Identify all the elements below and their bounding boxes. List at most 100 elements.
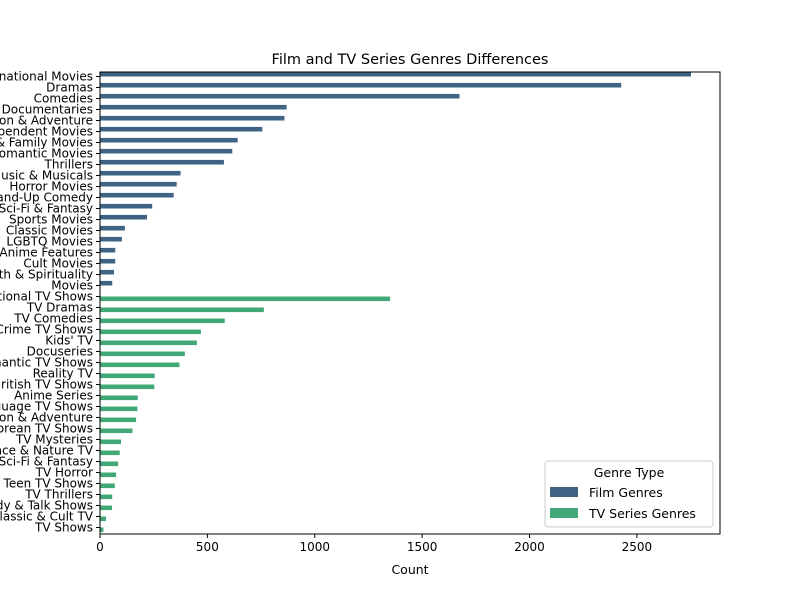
bar-stand-up-comedy-talk-shows-tv-series-genres <box>100 505 113 511</box>
y-tick-label-tv-sci-fi-fantasy: TV Sci-Fi & Fantasy <box>0 455 93 469</box>
bar-british-tv-shows-tv-series-genres <box>100 384 155 390</box>
bar-tv-shows-tv-series-genres <box>100 527 104 533</box>
bar-korean-tv-shows-tv-series-genres <box>100 428 133 434</box>
bar-anime-series-tv-series-genres <box>100 395 138 401</box>
bar-anime-features-film-genres <box>100 247 116 253</box>
y-tick-label-horror-movies: Horror Movies <box>9 180 93 194</box>
legend-title: Genre Type <box>594 465 665 480</box>
legend-label-film: Film Genres <box>589 485 663 500</box>
y-tick-label-action-adventure: Action & Adventure <box>0 114 93 128</box>
bar-tv-mysteries-tv-series-genres <box>100 439 122 445</box>
y-tick-label-sports-movies: Sports Movies <box>9 213 93 227</box>
bar-tv-thrillers-tv-series-genres <box>100 494 113 500</box>
y-tick-label-tv-mysteries: TV Mysteries <box>15 433 93 447</box>
bar-tv-horror-tv-series-genres <box>100 472 117 478</box>
bar-stand-up-comedy-film-genres <box>100 192 174 198</box>
bar-thrillers-film-genres <box>100 159 224 165</box>
x-tick-label-1000: 1000 <box>299 540 330 554</box>
y-tick-label-tv-thrillers: TV Thrillers <box>24 488 93 502</box>
y-tick-label-spanish-language-tv-shows: Spanish-Language TV Shows <box>0 400 93 414</box>
bar-spanish-language-tv-shows-tv-series-genres <box>100 406 138 412</box>
bar-comedies-film-genres <box>100 93 460 99</box>
bar-science-nature-tv-tv-series-genres <box>100 450 120 456</box>
y-tick-label-tv-horror: TV Horror <box>35 466 93 480</box>
x-axis-label: Count <box>391 562 428 577</box>
legend-swatch-film <box>550 487 578 497</box>
x-tick-label-500: 500 <box>196 540 219 554</box>
x-tick-label-0: 0 <box>96 540 104 554</box>
bar-crime-tv-shows-tv-series-genres <box>100 329 201 335</box>
bar-independent-movies-film-genres <box>100 126 263 132</box>
bars-group <box>100 71 692 533</box>
bar-sports-movies-film-genres <box>100 214 148 220</box>
y-tick-label-lgbtq-movies: LGBTQ Movies <box>6 235 93 249</box>
bar-docuseries-tv-series-genres <box>100 351 185 357</box>
y-tick-label-sci-fi-fantasy: Sci-Fi & Fantasy <box>0 202 93 216</box>
bar-movies-film-genres <box>100 280 113 286</box>
bar-classic-movies-film-genres <box>100 225 125 231</box>
y-tick-label-music-musicals: Music & Musicals <box>0 169 93 183</box>
x-tick-label-1500: 1500 <box>407 540 438 554</box>
y-tick-label-korean-tv-shows: Korean TV Shows <box>0 422 93 436</box>
y-tick-label-comedies: Comedies <box>34 92 93 106</box>
y-tick-label-classic-cult-tv: Classic & Cult TV <box>0 510 94 524</box>
y-tick-label-thrillers: Thrillers <box>44 158 93 172</box>
bar-cult-movies-film-genres <box>100 258 116 264</box>
y-tick-label-romantic-movies: Romantic Movies <box>0 147 93 161</box>
bar-tv-comedies-tv-series-genres <box>100 318 225 324</box>
y-tick-label-romantic-tv-shows: Romantic TV Shows <box>0 356 93 370</box>
y-tick-label-dramas: Dramas <box>46 81 93 95</box>
bar-tv-action-adventure-tv-series-genres <box>100 417 137 423</box>
y-tick-label-science-nature-tv: Science & Nature TV <box>0 444 94 458</box>
bar-music-musicals-film-genres <box>100 170 181 176</box>
bar-action-adventure-film-genres <box>100 115 285 121</box>
y-tick-label-tv-action-adventure: TV Action & Adventure <box>0 411 93 425</box>
bar-international-movies-film-genres <box>100 71 692 77</box>
legend-label-tv: TV Series Genres <box>588 506 696 521</box>
bar-tv-sci-fi-fantasy-tv-series-genres <box>100 461 119 467</box>
y-tick-label-international-movies: International Movies <box>0 70 93 84</box>
bar-classic-cult-tv-tv-series-genres <box>100 516 107 522</box>
legend: Genre Type Film Genres TV Series Genres <box>544 460 714 528</box>
y-tick-labels: International MoviesDramasComediesDocume… <box>0 70 100 535</box>
y-tick-label-reality-tv: Reality TV <box>33 367 94 381</box>
bar-romantic-movies-film-genres <box>100 148 233 154</box>
y-tick-label-movies: Movies <box>51 279 93 293</box>
bar-teen-tv-shows-tv-series-genres <box>100 483 115 489</box>
y-tick-label-documentaries: Documentaries <box>2 103 93 117</box>
y-tick-label-tv-comedies: TV Comedies <box>13 312 93 326</box>
y-tick-label-anime-features: Anime Features <box>0 246 93 260</box>
chart-title: Film and TV Series Genres Differences <box>272 52 549 68</box>
bar-faith-spirituality-film-genres <box>100 269 114 275</box>
legend-frame <box>544 460 714 528</box>
bar-reality-tv-tv-series-genres <box>100 373 155 379</box>
bar-sci-fi-fantasy-film-genres <box>100 203 153 209</box>
y-tick-label-classic-movies: Classic Movies <box>6 224 93 238</box>
bar-tv-dramas-tv-series-genres <box>100 307 264 313</box>
bar-horror-movies-film-genres <box>100 181 177 187</box>
y-tick-label-independent-movies: Independent Movies <box>0 125 93 139</box>
x-tick-label-2500: 2500 <box>622 540 653 554</box>
y-tick-label-crime-tv-shows: Crime TV Shows <box>0 323 93 337</box>
y-tick-label-tv-dramas: TV Dramas <box>26 301 93 315</box>
y-tick-label-faith-spirituality: Faith & Spirituality <box>0 268 93 282</box>
y-tick-label-children-family-movies: Children & Family Movies <box>0 136 93 150</box>
x-axis: 0 500 1000 1500 2000 2500 <box>96 534 652 554</box>
y-tick-label-british-tv-shows: British TV Shows <box>0 378 93 392</box>
x-tick-label-2000: 2000 <box>514 540 545 554</box>
bar-dramas-film-genres <box>100 82 622 88</box>
y-tick-label-international-tv-shows: International TV Shows <box>0 290 93 304</box>
y-tick-label-docuseries: Docuseries <box>27 345 93 359</box>
bar-kids-tv-tv-series-genres <box>100 340 197 346</box>
y-tick-label-anime-series: Anime Series <box>14 389 93 403</box>
bar-international-tv-shows-tv-series-genres <box>100 296 391 302</box>
bar-children-family-movies-film-genres <box>100 137 238 143</box>
y-tick-label-tv-shows: TV Shows <box>34 521 93 535</box>
plot-frame <box>99 71 721 535</box>
bar-documentaries-film-genres <box>100 104 287 110</box>
y-tick-label-teen-tv-shows: Teen TV Shows <box>3 477 93 491</box>
y-tick-label-kids-tv: Kids' TV <box>45 334 94 348</box>
y-tick-label-cult-movies: Cult Movies <box>23 257 93 271</box>
y-tick-label-stand-up-comedy: Stand-Up Comedy <box>0 191 93 205</box>
